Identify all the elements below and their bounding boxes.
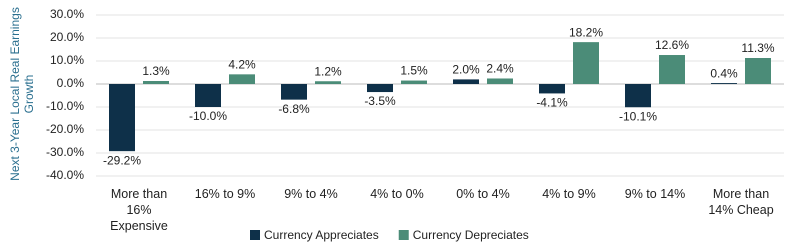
y-tick-label: -10.0% [46,99,84,113]
y-tick-label: 10.0% [50,53,84,67]
bar [487,78,513,84]
x-tick-label: 4% to 9% [542,187,596,201]
value-label: -29.2% [103,153,141,167]
y-tick-label: -40.0% [46,168,84,182]
value-label: -10.0% [189,109,227,123]
value-label: -10.1% [619,109,657,123]
x-tick-label: More than 14% Cheap [708,187,774,217]
bar [453,79,479,84]
value-label: 0.4% [710,66,738,80]
legend-label: Currency Appreciates [264,228,379,242]
value-label: 2.4% [486,62,514,76]
bar [625,84,651,108]
value-label: 1.3% [142,64,170,78]
bar [315,81,341,84]
y-tick-label: 0.0% [57,76,85,90]
bar [401,80,427,84]
x-tick-label: More than 16% Expensive [110,187,168,233]
value-label: 1.5% [400,64,428,78]
bar [281,84,307,100]
bar [659,55,685,84]
bar [195,84,221,107]
bar [711,83,737,84]
bar [573,42,599,84]
bar [229,74,255,84]
y-tick-label: -30.0% [46,145,84,159]
value-label: 1.2% [314,64,342,78]
y-tick-label: 30.0% [50,7,84,21]
value-label: 18.2% [569,25,603,39]
value-label: 11.3% [741,41,774,55]
value-label: 2.0% [452,63,480,77]
value-label: -3.5% [364,94,396,108]
x-tick-label: 4% to 0% [370,187,424,201]
bar [109,84,135,152]
y-tick-label: 20.0% [50,30,84,44]
value-label: 4.2% [228,58,256,72]
bar [367,84,393,93]
legend-swatch [250,230,260,240]
x-tick-label: 9% to 14% [624,187,686,201]
x-tick-label: 0% to 4% [456,187,510,201]
bar [539,84,565,94]
bar [745,58,771,84]
y-axis-label: Next 3-Year Local Real Earnings Growth [8,7,36,181]
value-label: -4.1% [536,96,568,110]
value-label: -6.8% [278,102,310,116]
legend-swatch [398,230,409,240]
x-tick-label: 16% to 9% [194,187,256,201]
value-label: 12.6% [655,38,689,52]
legend-label: Currency Depreciates [413,228,529,242]
y-tick-label: -20.0% [46,122,84,136]
x-tick-label: 9% to 4% [284,187,338,201]
bar [143,81,169,84]
